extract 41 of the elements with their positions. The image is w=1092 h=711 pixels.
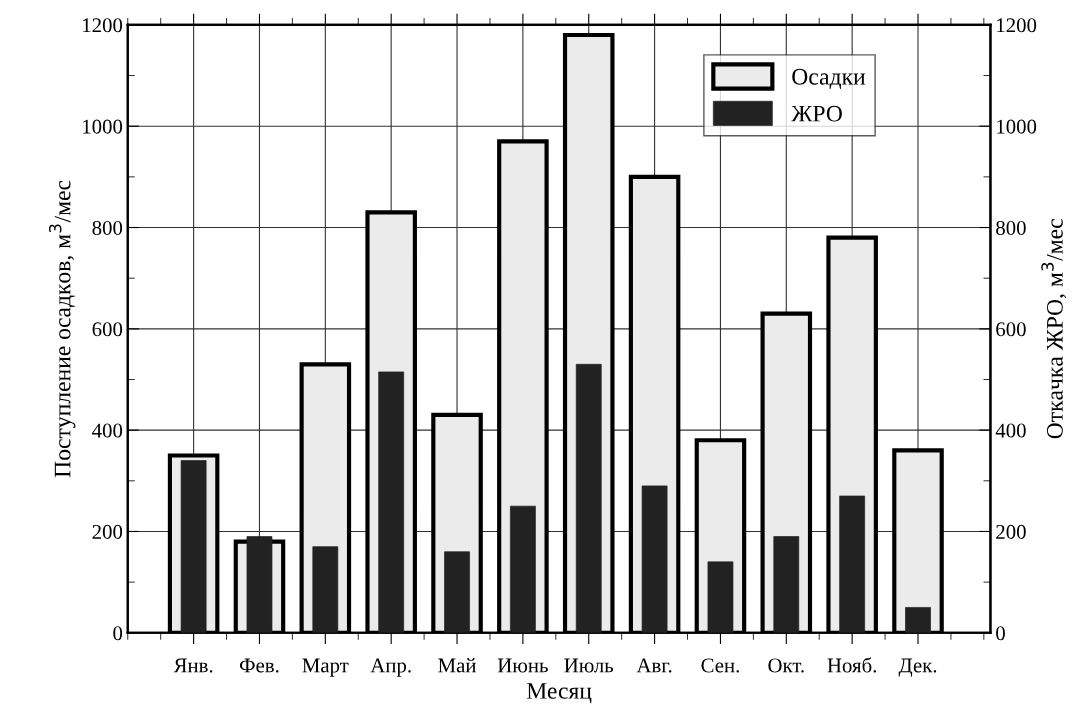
x-tick-label: Окт. [768, 658, 804, 673]
bar [905, 607, 931, 633]
x-tick-label: Авг. [636, 658, 672, 673]
x-tick-label: Фев. [239, 658, 279, 673]
x-tick-label: Дек. [898, 658, 937, 677]
bar [378, 371, 405, 633]
y2-tick-label: 1200 [997, 18, 1037, 33]
y2-axis-title: Откачка ЖРО, м$^{3}$/мес [1041, 219, 1067, 439]
x-tick-label: Нояб. [827, 657, 877, 673]
y-tick-label: 0 [113, 626, 123, 641]
legend-label: Осадки [792, 68, 866, 90]
x-tick-label: Янв. [173, 658, 213, 673]
legend-label: ЖРО [791, 105, 842, 122]
bar [707, 561, 734, 633]
y2-tick-label: 0 [996, 626, 1005, 641]
bar [444, 551, 470, 633]
y-tick-label: 600 [92, 322, 123, 337]
x-tick-label: Май [438, 657, 476, 673]
x-tick-label: Июль [564, 658, 614, 673]
x-tick-label: Апр. [370, 658, 411, 677]
y-tick-label: 200 [92, 524, 123, 539]
y2-tick-label: 600 [996, 322, 1026, 337]
y2-tick-label: 200 [996, 524, 1026, 539]
y2-tick-label: 800 [996, 220, 1026, 235]
x-tick-label: Сен. [701, 658, 739, 673]
bar [839, 495, 866, 633]
y-axis-title: Поступление осадков, м$^{3}$/мес [49, 180, 76, 478]
bar [773, 536, 800, 633]
bar [641, 485, 668, 633]
bar [510, 505, 536, 633]
y-tick-label: 1200 [83, 18, 123, 33]
bar [312, 546, 339, 633]
bar [575, 363, 602, 633]
y2-tick-label: 400 [995, 423, 1026, 438]
x-axis-title: Месяц [526, 683, 592, 704]
x-tick-label: Июнь [497, 658, 548, 673]
y-tick-label: 800 [92, 220, 123, 235]
y-tick-label: 400 [92, 423, 123, 438]
y2-tick-label: 1000 [997, 119, 1037, 134]
y-tick-label: 1000 [83, 119, 123, 134]
x-tick-label: Март [302, 658, 349, 677]
